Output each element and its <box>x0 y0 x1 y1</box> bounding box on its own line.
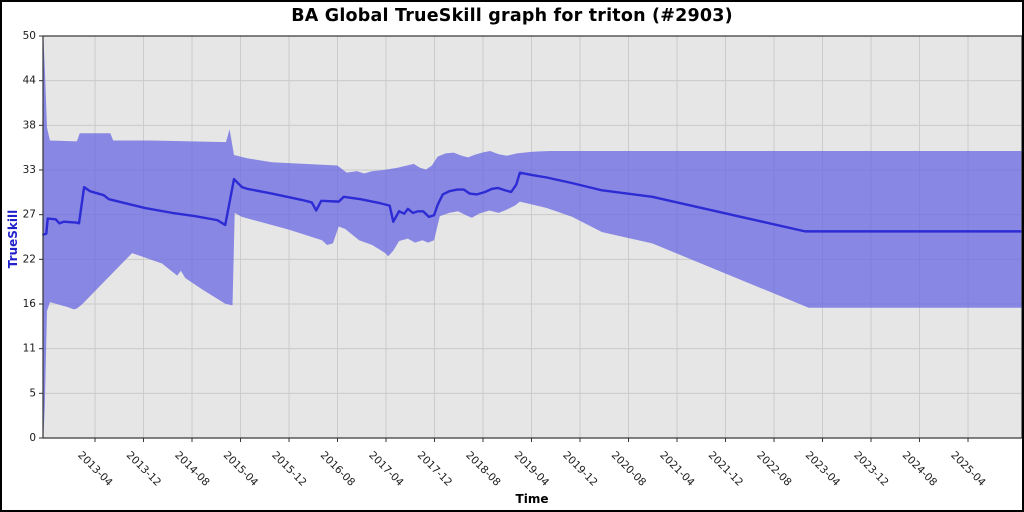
plot-border <box>42 35 1022 439</box>
uncertainty-band <box>43 36 1022 438</box>
x-tick-label: 2021-12 <box>706 449 746 489</box>
x-tick-label: 2015-12 <box>269 449 309 489</box>
x-tick-label: 2019-12 <box>560 449 600 489</box>
x-tick-label: 2023-04 <box>803 449 843 489</box>
y-axis-title: TrueSkill <box>6 209 20 269</box>
x-tick-label: 2024-08 <box>900 449 940 489</box>
x-tick-label: 2020-08 <box>609 449 649 489</box>
x-tick-label: 2023-12 <box>851 449 891 489</box>
x-tick-label: 2014-08 <box>172 449 212 489</box>
x-tick-label: 2021-04 <box>657 449 697 489</box>
y-tick-label: 11 <box>23 343 36 355</box>
x-tick-label: 2019-04 <box>512 449 552 489</box>
x-tick-label: 2013-04 <box>75 449 115 489</box>
y-tick-label: 27 <box>23 209 36 221</box>
x-tick-label: 2016-08 <box>318 449 358 489</box>
x-tick-label: 2018-08 <box>463 449 503 489</box>
y-tick-label: 16 <box>23 298 37 310</box>
x-tick-label: 2017-12 <box>415 449 455 489</box>
y-tick-label: 38 <box>23 119 36 131</box>
x-axis-title: Time <box>515 492 549 506</box>
y-tick-label: 0 <box>29 432 36 444</box>
x-tick-label: 2022-08 <box>754 449 794 489</box>
y-tick-label: 33 <box>23 164 36 176</box>
chart-title: BA Global TrueSkill graph for triton (#2… <box>291 6 733 26</box>
x-tick-label: 2025-04 <box>948 449 988 489</box>
y-tick-label: 50 <box>23 30 36 42</box>
x-tick-label: 2017-04 <box>366 449 406 489</box>
trueskill-mean <box>42 171 1022 236</box>
x-tick-label: 2013-12 <box>124 449 164 489</box>
y-tick-label: 5 <box>29 387 36 399</box>
y-tick-label: 22 <box>23 253 36 265</box>
x-tick-label: 2015-04 <box>221 449 261 489</box>
y-tick-label: 44 <box>23 75 37 87</box>
